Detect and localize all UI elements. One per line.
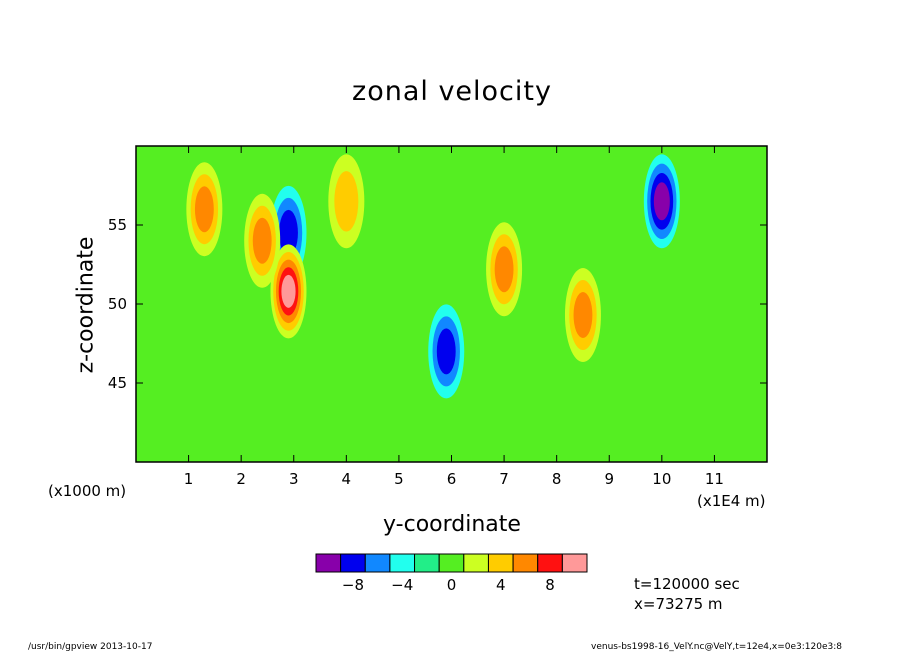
colorbar-tick-label: 4	[496, 576, 506, 594]
contour-band	[194, 186, 214, 233]
colorbar-swatch	[389, 553, 416, 573]
contour-feature	[244, 193, 281, 288]
x-axis-label: y-coordinate	[383, 512, 521, 537]
colorbar: −8 −4 0 4 8	[315, 553, 588, 594]
contour-band	[436, 328, 456, 375]
colorbar-swatch	[512, 553, 539, 573]
x-tick-label: 5	[394, 470, 404, 488]
footer-program: /usr/bin/gpview 2013-10-17	[28, 642, 153, 652]
x-tick-label: 9	[604, 470, 614, 488]
position-annotation: x=73275 m	[634, 595, 723, 613]
colorbar-tick-label: 8	[545, 576, 555, 594]
x-tick-label: 4	[342, 470, 352, 488]
y-tick-label: 55	[108, 216, 127, 234]
colorbar-swatch	[561, 553, 588, 573]
y-axis-unit-note: (x1000 m)	[48, 482, 127, 500]
x-tick-label: 1	[184, 470, 194, 488]
contour-band	[252, 217, 272, 264]
contour-band	[653, 182, 670, 221]
time-annotation: t=120000 sec	[634, 575, 740, 593]
contour-band	[573, 292, 593, 339]
contour-band	[279, 209, 298, 256]
colorbar-swatch	[438, 553, 465, 573]
colorbar-swatch	[315, 553, 342, 573]
colorbar-tick-label: 0	[447, 576, 457, 594]
colorbar-swatch	[537, 553, 563, 573]
contour-feature	[486, 222, 523, 317]
contour-band	[494, 246, 514, 293]
colorbar-swatch	[463, 553, 489, 573]
footer-source: venus-bs1998-16_VelY.nc@VelY,t=12e4,x=0e…	[591, 642, 842, 652]
colorbar-swatch	[340, 553, 366, 573]
x-axis-ticks: 1 2 3 4 5 6 7 8 9 10 11	[184, 146, 724, 488]
colorbar-swatch	[487, 553, 514, 573]
contour-feature	[328, 154, 365, 249]
x-tick-label: 6	[447, 470, 457, 488]
colorbar-swatch	[414, 553, 440, 573]
y-tick-label: 50	[108, 295, 127, 313]
x-tick-label: 3	[289, 470, 299, 488]
x-tick-label: 7	[499, 470, 509, 488]
x-tick-label: 2	[236, 470, 246, 488]
colorbar-swatch	[364, 553, 391, 573]
chart-title: zonal velocity	[352, 76, 552, 107]
x-tick-label: 8	[552, 470, 562, 488]
x-tick-label: 11	[705, 470, 724, 488]
colorbar-tick-label: −4	[391, 576, 413, 594]
contour-feature	[643, 154, 680, 249]
x-tick-label: 10	[652, 470, 671, 488]
y-tick-label: 45	[108, 374, 127, 392]
contour-band	[334, 171, 359, 232]
y-axis-ticks: 45 50 55	[108, 216, 767, 392]
contour-feature	[428, 304, 465, 399]
contour-field	[136, 146, 767, 462]
colorbar-tick-label: −8	[342, 576, 364, 594]
contour-feature	[564, 268, 601, 363]
y-axis-label: z-coordinate	[73, 236, 99, 374]
contour-feature	[186, 162, 223, 257]
x-axis-unit-note: (x1E4 m)	[697, 492, 766, 510]
contour-band	[281, 274, 296, 308]
contour-feature	[270, 244, 307, 339]
